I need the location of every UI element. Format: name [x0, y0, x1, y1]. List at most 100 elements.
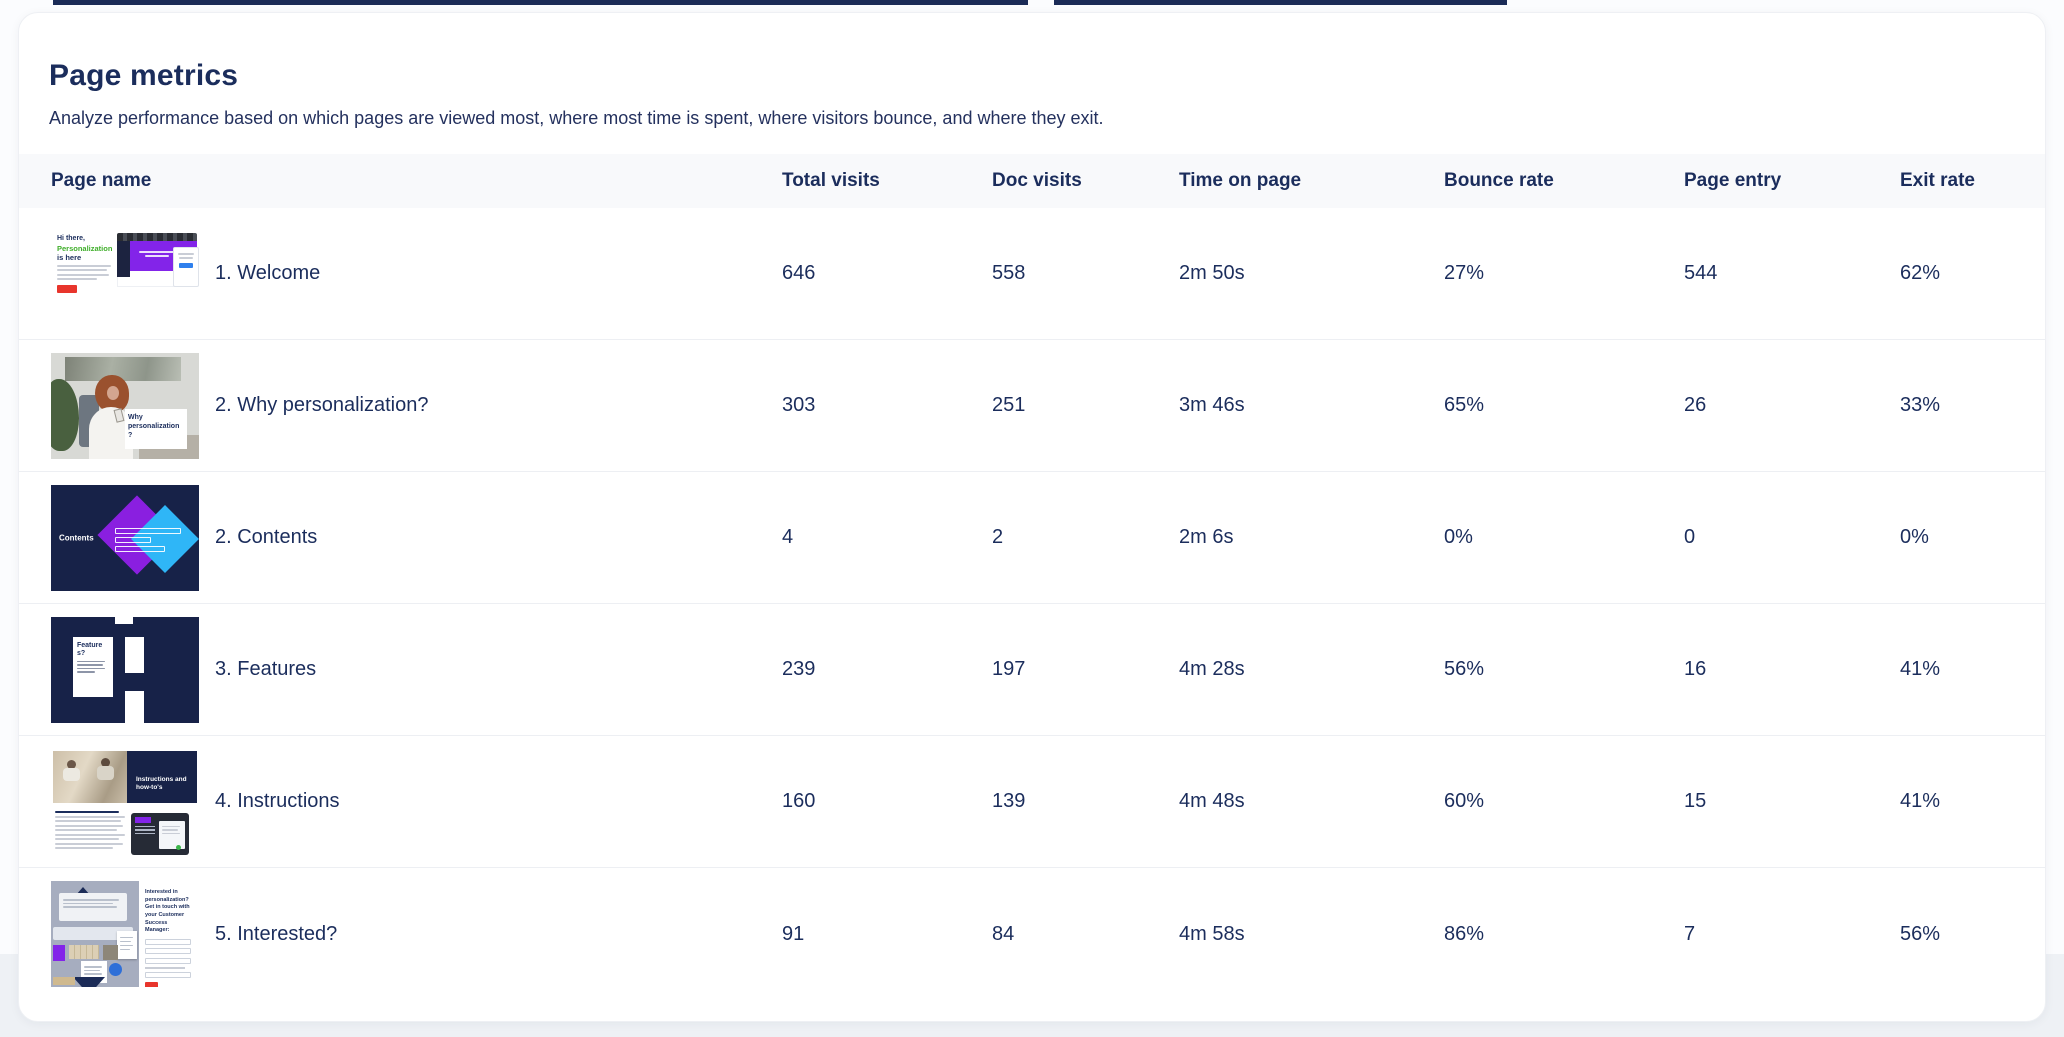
thumb-toolbar-strip: [53, 927, 133, 940]
time-on-page-value: 2m 6s: [1179, 526, 1234, 548]
page-thumbnail: Instructions and how-to's: [51, 748, 199, 855]
page-name-cell: Interested in personalization? Get in to…: [51, 868, 782, 1000]
page-entry-value: 544: [1684, 262, 1718, 284]
column-header-doc-visits: Doc visits: [992, 170, 1082, 191]
page-entry-value: 16: [1684, 658, 1707, 680]
page-name: 3. Features: [215, 658, 317, 680]
skeleton-line: [55, 847, 113, 849]
page-name-cell: Hi there, Personalization is here: [51, 208, 782, 339]
table-row[interactable]: Interested in personalization? Get in to…: [19, 868, 2045, 1000]
total-visits-value: 160: [782, 790, 816, 812]
bounce-rate-value: 0%: [1444, 526, 1473, 548]
skeleton-line: [77, 664, 103, 666]
exit-rate-value: 41%: [1900, 790, 1941, 812]
doc-visits-value: 139: [992, 790, 1026, 812]
table-row[interactable]: Contents 2. Contents 4 2 2m 6s 0% 0 0%: [19, 472, 2045, 604]
thumb-person-body: [97, 765, 114, 780]
skeleton-line: [84, 973, 102, 975]
total-visits-value: 91: [782, 922, 805, 945]
skeleton-line: [63, 906, 117, 908]
thumb-headline: Personalization is here: [57, 244, 115, 262]
thumb-purple-block: [53, 945, 65, 961]
column-header-time-on-page: Time on page: [1179, 170, 1302, 191]
page-thumbnail: Hi there, Personalization is here: [51, 220, 199, 327]
total-visits-value: 303: [782, 394, 816, 416]
thumb-red-button: [57, 285, 77, 293]
skeleton-line: [135, 825, 155, 827]
skeleton-line: [162, 825, 180, 827]
skeleton-line: [55, 842, 123, 845]
thumb-white-bar: [125, 636, 144, 673]
time-on-page-value: 4m 48s: [1179, 790, 1245, 812]
thumb-person-face: [107, 385, 119, 400]
table-row[interactable]: Feature s? 3. Features 239 197 4m 28s 56…: [19, 604, 2045, 736]
browser-modal: [173, 246, 199, 287]
skeleton-line: [57, 269, 107, 271]
thumb-plant: [51, 378, 79, 451]
browser-sidebar: [117, 240, 130, 277]
thumb-blue-button: [179, 262, 193, 268]
thumb-pill: [115, 536, 151, 543]
skeleton-line: [120, 936, 133, 938]
page-name-cell: Why personalization ? 2. Why personaliza…: [51, 340, 782, 471]
cropped-element-segment: [53, 0, 1028, 5]
doc-visits-value: 558: [992, 262, 1026, 284]
thumb-red-button: [145, 981, 158, 987]
bounce-rate-value: 60%: [1444, 790, 1485, 812]
page-entry-value: 26: [1684, 394, 1707, 416]
skeleton-line: [55, 824, 123, 827]
time-on-page-value: 2m 50s: [1179, 262, 1245, 284]
exit-rate-value: 56%: [1900, 922, 1941, 945]
skeleton-line: [55, 838, 119, 840]
thumb-navy-box: Instructions and how-to's: [127, 750, 197, 803]
thumb-purple-tag: [135, 816, 151, 823]
page-thumbnail: Why personalization ?: [51, 352, 199, 459]
thumb-form-field: [145, 938, 191, 945]
thumb-photo-square: [103, 945, 118, 960]
thumb-caption: Feature s?: [77, 641, 103, 657]
table-row[interactable]: Hi there, Personalization is here: [19, 208, 2045, 340]
bounce-rate-value: 86%: [1444, 922, 1485, 945]
thumb-mini-panel: [159, 820, 185, 849]
page-metrics-table: Page name Total visits Doc visits Time o…: [19, 154, 2045, 1000]
skeleton-line: [120, 944, 133, 946]
time-on-page-value: 3m 46s: [1179, 394, 1245, 416]
skeleton-line: [55, 829, 117, 831]
skeleton-line: [55, 811, 119, 813]
page-name-cell: Feature s? 3. Features: [51, 604, 782, 735]
table-row[interactable]: Why personalization ? 2. Why personaliza…: [19, 340, 2045, 472]
thumb-dropdown-menu: [117, 931, 137, 959]
skeleton-line: [135, 832, 155, 834]
column-header-exit-rate: Exit rate: [1900, 170, 1975, 191]
skeleton-line: [84, 966, 102, 968]
thumb-pill: [115, 545, 165, 552]
total-visits-value: 239: [782, 658, 816, 680]
page-title: Page metrics: [49, 59, 239, 92]
skeleton-line: [135, 829, 155, 831]
thumb-pill: [115, 527, 181, 534]
page-entry-value: 15: [1684, 790, 1707, 812]
column-header-bounce-rate: Bounce rate: [1444, 170, 1554, 191]
thumb-small-card: [59, 893, 127, 921]
skeleton-line: [55, 833, 125, 836]
page-metrics-card: Page metrics Analyze performance based o…: [18, 12, 2046, 1022]
thumb-person-head: [101, 757, 110, 767]
thumb-painting: [65, 356, 181, 381]
skeleton-line: [162, 829, 178, 831]
skeleton-line: [178, 252, 194, 255]
skeleton-line: [63, 902, 113, 904]
thumb-caption: Interested in personalization? Get in to…: [145, 889, 190, 934]
table-row[interactable]: Instructions and how-to's: [19, 736, 2045, 868]
exit-rate-value: 62%: [1900, 262, 1941, 284]
thumb-person-body: [63, 767, 80, 781]
thumb-text-column: [55, 809, 127, 852]
page-entry-value: 0: [1684, 526, 1696, 548]
page-name: 4. Instructions: [215, 790, 340, 812]
thumb-greeting: Hi there,: [57, 234, 86, 242]
page-thumbnail: Interested in personalization? Get in to…: [51, 881, 199, 987]
card-header: Page metrics Analyze performance based o…: [19, 13, 2045, 129]
column-header-page-name: Page name: [51, 170, 152, 191]
doc-visits-value: 251: [992, 394, 1026, 416]
table-header-row: Page name Total visits Doc visits Time o…: [19, 154, 2045, 208]
doc-visits-value: 2: [992, 526, 1004, 548]
